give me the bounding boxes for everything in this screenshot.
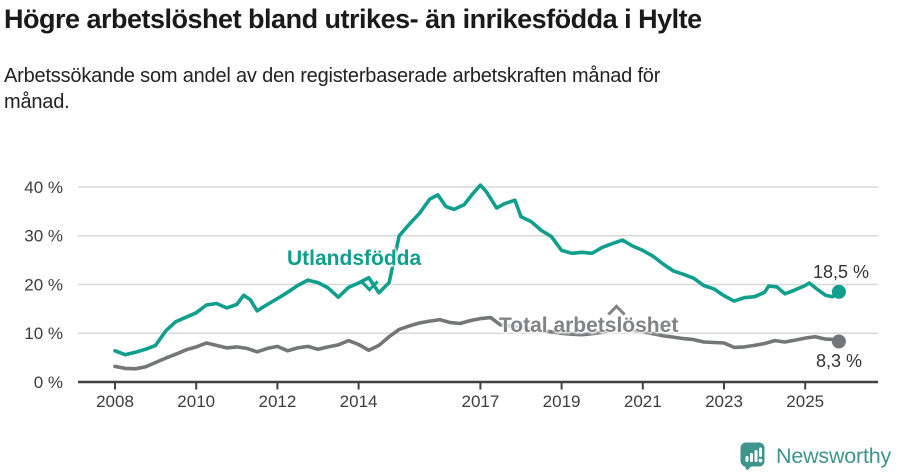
series-line-total-arbetsloshet (113, 315, 841, 371)
series-label-total-text: Total arbetslöshet (499, 314, 679, 337)
label-arrow-down-icon (360, 273, 379, 292)
label-arrow-up-icon (607, 304, 626, 323)
newsworthy-icon (740, 442, 765, 471)
x-tick-label: 2019 (543, 392, 581, 411)
x-tick-label: 2012 (258, 392, 296, 411)
x-tick-label: 2014 (340, 392, 378, 411)
y-tick-label: 10 % (24, 324, 63, 343)
series-label-utlandsfodda-text: Utlandsfödda (287, 247, 422, 270)
series-line-utlandsfodda (113, 183, 841, 357)
x-tick-label: 2017 (461, 392, 499, 411)
end-value-total: 8,3 % (816, 351, 863, 371)
chart-title: Högre arbetslöshet bland utrikes- än inr… (4, 4, 702, 34)
series-label-total-arbetsloshet: Total arbetslöshet (499, 304, 679, 338)
chart-subtitle: Arbetssökande som andel av den registerb… (4, 65, 661, 114)
y-tick-label: 0 % (34, 373, 63, 392)
y-tick-label: 40 % (24, 178, 63, 197)
end-value-utlandsfodda: 18,5 % (813, 262, 870, 282)
x-tick-label: 2008 (96, 392, 134, 411)
newsworthy-wordmark: Newsworthy (776, 443, 892, 468)
y-tick-label: 20 % (24, 275, 63, 294)
x-tick-label: 2023 (705, 392, 743, 411)
x-tick-label: 2021 (624, 392, 662, 411)
endpoint-dot-total-arbetsloshet (831, 334, 846, 349)
endpoint-dot-utlandsfodda (831, 284, 846, 299)
series-label-utlandsfodda: Utlandsfödda (287, 247, 422, 292)
y-tick-label: 30 % (24, 227, 63, 246)
x-tick-label: 2010 (177, 392, 215, 411)
newsworthy-logo: Newsworthy (739, 441, 891, 471)
x-tick-label: 2025 (786, 392, 824, 411)
